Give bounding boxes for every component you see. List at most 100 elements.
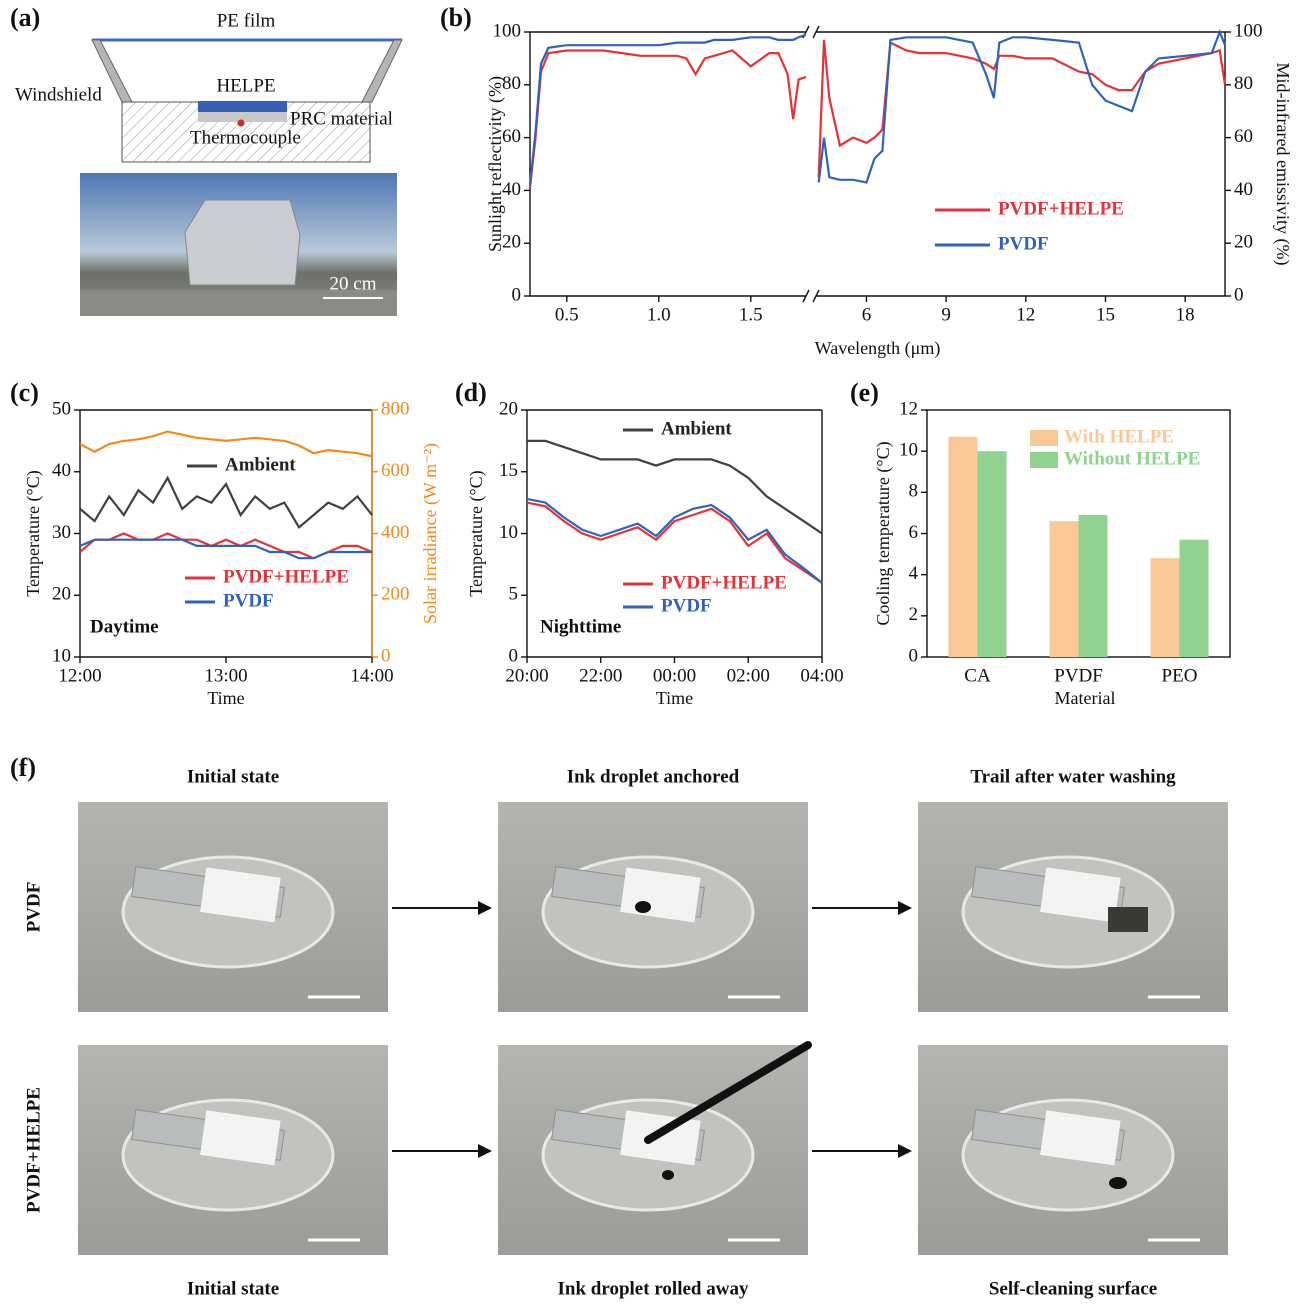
panel-label: (b) xyxy=(440,3,472,32)
x-tick-label: 12 xyxy=(1016,304,1035,325)
ink-trail xyxy=(1108,907,1148,932)
device-photo xyxy=(184,199,301,286)
legend-label: PVDF xyxy=(998,233,1049,254)
arrow-head xyxy=(478,1144,492,1158)
row-label: PVDF+HELPE xyxy=(23,1087,44,1213)
scale-label: 20 cm xyxy=(330,273,377,294)
y-tick-label: 15 xyxy=(499,460,518,481)
label: PRC material xyxy=(290,108,393,129)
x-tick-label: 13:00 xyxy=(204,665,247,686)
panel-label: (e) xyxy=(850,378,879,407)
arrow-head xyxy=(898,1144,912,1158)
legend-swatch xyxy=(1030,452,1058,468)
y2-tick-label: 20 xyxy=(1234,232,1253,253)
x-tick-label: 6 xyxy=(862,304,872,325)
y-axis-title: Sunlight reflectivity (%) xyxy=(485,76,506,252)
panel-label: (c) xyxy=(10,378,39,407)
legend-label: PVDF+HELPE xyxy=(998,198,1124,219)
legend-label: PVDF+HELPE xyxy=(223,566,349,587)
panel-label: (d) xyxy=(455,378,487,407)
label: PE film xyxy=(217,10,276,31)
helpe-layer xyxy=(198,101,287,112)
annotation: Nighttime xyxy=(540,616,621,637)
panel-label: (a) xyxy=(10,3,40,32)
series-line xyxy=(79,475,373,529)
x-tick-label: 0.5 xyxy=(555,304,579,325)
series-line xyxy=(527,439,823,535)
legend-label: Ambient xyxy=(661,418,732,439)
bar xyxy=(1179,539,1209,657)
x-tick-label: 22:00 xyxy=(579,665,622,686)
x-tick-label: 14:00 xyxy=(350,665,393,686)
series-line xyxy=(79,430,373,458)
axis-break xyxy=(812,289,820,303)
y-tick-label: 60 xyxy=(502,126,521,147)
legend-label: Without HELPE xyxy=(1064,448,1200,469)
plot-0: 0 20 40 60 80 100 0 20 40 60 80 100 0.5 1.0 1.5 6 9 12 15 1… xyxy=(485,20,1293,359)
sample-film xyxy=(1040,1110,1121,1166)
y-tick-label: 50 xyxy=(52,398,71,419)
y-tick-label: 40 xyxy=(52,460,71,481)
x-tick-label: 1.0 xyxy=(647,304,671,325)
column-title: Ink droplet anchored xyxy=(567,766,740,787)
sample-film xyxy=(1040,867,1121,923)
y-tick-label: 10 xyxy=(499,522,518,543)
y2-tick-label: 80 xyxy=(1234,73,1253,94)
y-tick-label: 0 xyxy=(509,645,519,666)
y-tick-label: 4 xyxy=(909,563,919,584)
x-axis-title: Material xyxy=(1055,688,1116,708)
bar xyxy=(1049,521,1079,657)
y-tick-label: 8 xyxy=(909,481,919,502)
photo xyxy=(918,1045,1228,1255)
y-axis-title: Cooling temperature (°C) xyxy=(873,441,894,625)
photo xyxy=(918,802,1228,1012)
y-tick-label: 0 xyxy=(909,645,919,666)
y-tick-label: 20 xyxy=(502,232,521,253)
ground xyxy=(80,290,397,316)
column-title: Initial state xyxy=(187,1278,279,1299)
bar xyxy=(1150,558,1180,657)
y-tick-label: 0 xyxy=(512,284,522,305)
photo xyxy=(78,1045,388,1255)
y2-tick-label: 400 xyxy=(381,522,410,543)
x-tick-label: 00:00 xyxy=(653,665,696,686)
arrow-head xyxy=(898,901,912,915)
x-tick-label: 18 xyxy=(1176,304,1195,325)
x-tick-label: 1.5 xyxy=(739,304,763,325)
y2-tick-label: 600 xyxy=(381,460,410,481)
bar xyxy=(977,451,1007,657)
x-axis-title: Time xyxy=(207,688,244,708)
sample-film xyxy=(200,867,281,923)
series-line xyxy=(526,501,823,584)
legend-label: PVDF xyxy=(661,595,712,616)
legend-label: PVDF xyxy=(223,590,274,611)
label: Windshield xyxy=(15,84,102,105)
axis-break xyxy=(812,25,820,39)
column-title: Initial state xyxy=(187,766,279,787)
legend-label: Ambient xyxy=(225,454,296,475)
y2-tick-label: 800 xyxy=(381,398,410,419)
y-tick-label: 100 xyxy=(493,20,522,41)
x-axis-title: Time xyxy=(656,688,693,708)
x-tick-label: 9 xyxy=(941,304,951,325)
ink-drop xyxy=(635,901,651,913)
sample-layer xyxy=(198,112,287,122)
y-tick-label: 5 xyxy=(509,584,519,605)
y-tick-label: 80 xyxy=(502,73,521,94)
ink-drop xyxy=(662,1170,674,1180)
y2-tick-label: 0 xyxy=(1234,284,1244,305)
schematic: PE film Windshield HELPE PRC material Th… xyxy=(15,10,403,316)
x-tick-label: 02:00 xyxy=(727,665,770,686)
y-axis-title: Temperature (°C) xyxy=(466,470,487,596)
series-line xyxy=(817,39,1227,178)
x-axis-title: Wavelength (μm) xyxy=(815,338,941,359)
y2-tick-label: 40 xyxy=(1234,179,1253,200)
y-tick-label: 20 xyxy=(499,398,518,419)
y2-tick-label: 60 xyxy=(1234,126,1253,147)
x-tick-label: 12:00 xyxy=(58,665,101,686)
y2-tick-label: 0 xyxy=(381,645,391,666)
y-tick-label: 40 xyxy=(502,179,521,200)
